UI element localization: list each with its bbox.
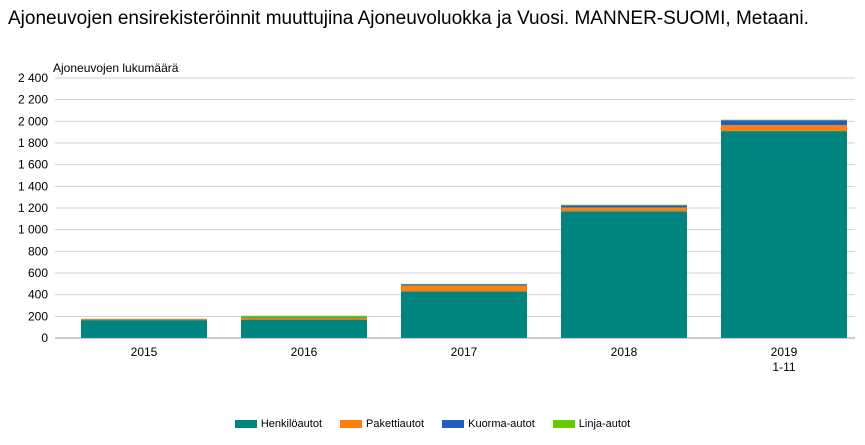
x-tick-label: 2019 (771, 345, 798, 359)
bar-segment (721, 125, 847, 132)
bar-segment (561, 204, 687, 206)
legend-label: Kuorma-autot (468, 418, 535, 430)
y-axis-title: Ajoneuvojen lukumäärä (53, 61, 179, 75)
legend-item: Henkilöautot (234, 418, 323, 430)
legend-item: Kuorma-autot (442, 418, 535, 430)
y-tick-label: 600 (28, 266, 48, 280)
x-tick-label: 2015 (131, 345, 158, 359)
y-tick-label: 400 (28, 288, 48, 302)
x-tick-label: 2018 (611, 345, 638, 359)
bar-segment (721, 131, 847, 338)
bar-segment (241, 317, 367, 320)
bar-segment (401, 283, 527, 285)
bar-segment (241, 319, 367, 338)
bar-segment (81, 320, 207, 338)
y-tick-label: 2 000 (18, 114, 48, 128)
y-tick-label: 1 400 (18, 179, 48, 193)
bar-segment (721, 119, 847, 121)
legend-swatch (552, 420, 575, 428)
bar-segment (81, 319, 207, 321)
y-tick-label: 1 600 (18, 158, 48, 172)
legend-item: Linja-autot (552, 418, 631, 430)
bar-segment (401, 284, 527, 286)
legend-label: Pakettiautot (366, 418, 425, 430)
bar-segment (561, 205, 687, 208)
y-tick-label: 2 400 (18, 71, 48, 85)
y-tick-label: 1 800 (18, 136, 48, 150)
bar-segment (241, 317, 367, 318)
legend-label: Linja-autot (578, 418, 631, 430)
legend-swatch (340, 420, 363, 428)
y-tick-label: 800 (28, 244, 48, 258)
x-tick-label: 2016 (291, 345, 318, 359)
y-tick-label: 2 200 (18, 93, 48, 107)
x-tick-label-line2: 1-11 (772, 360, 795, 374)
x-tick-label: 2017 (451, 345, 478, 359)
bar-segment (561, 207, 687, 212)
bar-segment (721, 120, 847, 126)
bar-segment (241, 315, 367, 318)
legend-swatch (442, 420, 465, 428)
bar-segment (401, 285, 527, 292)
chart-title: Ajoneuvojen ensirekisteröinnit muuttujin… (8, 8, 809, 29)
y-tick-label: 200 (28, 309, 48, 323)
y-tick-label: 1 200 (18, 201, 48, 215)
legend-item: Pakettiautot (340, 418, 424, 430)
legend-label: Henkilöautot (260, 418, 323, 430)
y-tick-label: 1 000 (18, 223, 48, 237)
legend: Henkilöautot Pakettiautot Kuorma-autot Linj… (0, 418, 865, 430)
bar-segment (401, 291, 527, 338)
bar-segment (561, 211, 687, 338)
legend-swatch (234, 420, 257, 428)
y-tick-label: 0 (41, 331, 48, 345)
